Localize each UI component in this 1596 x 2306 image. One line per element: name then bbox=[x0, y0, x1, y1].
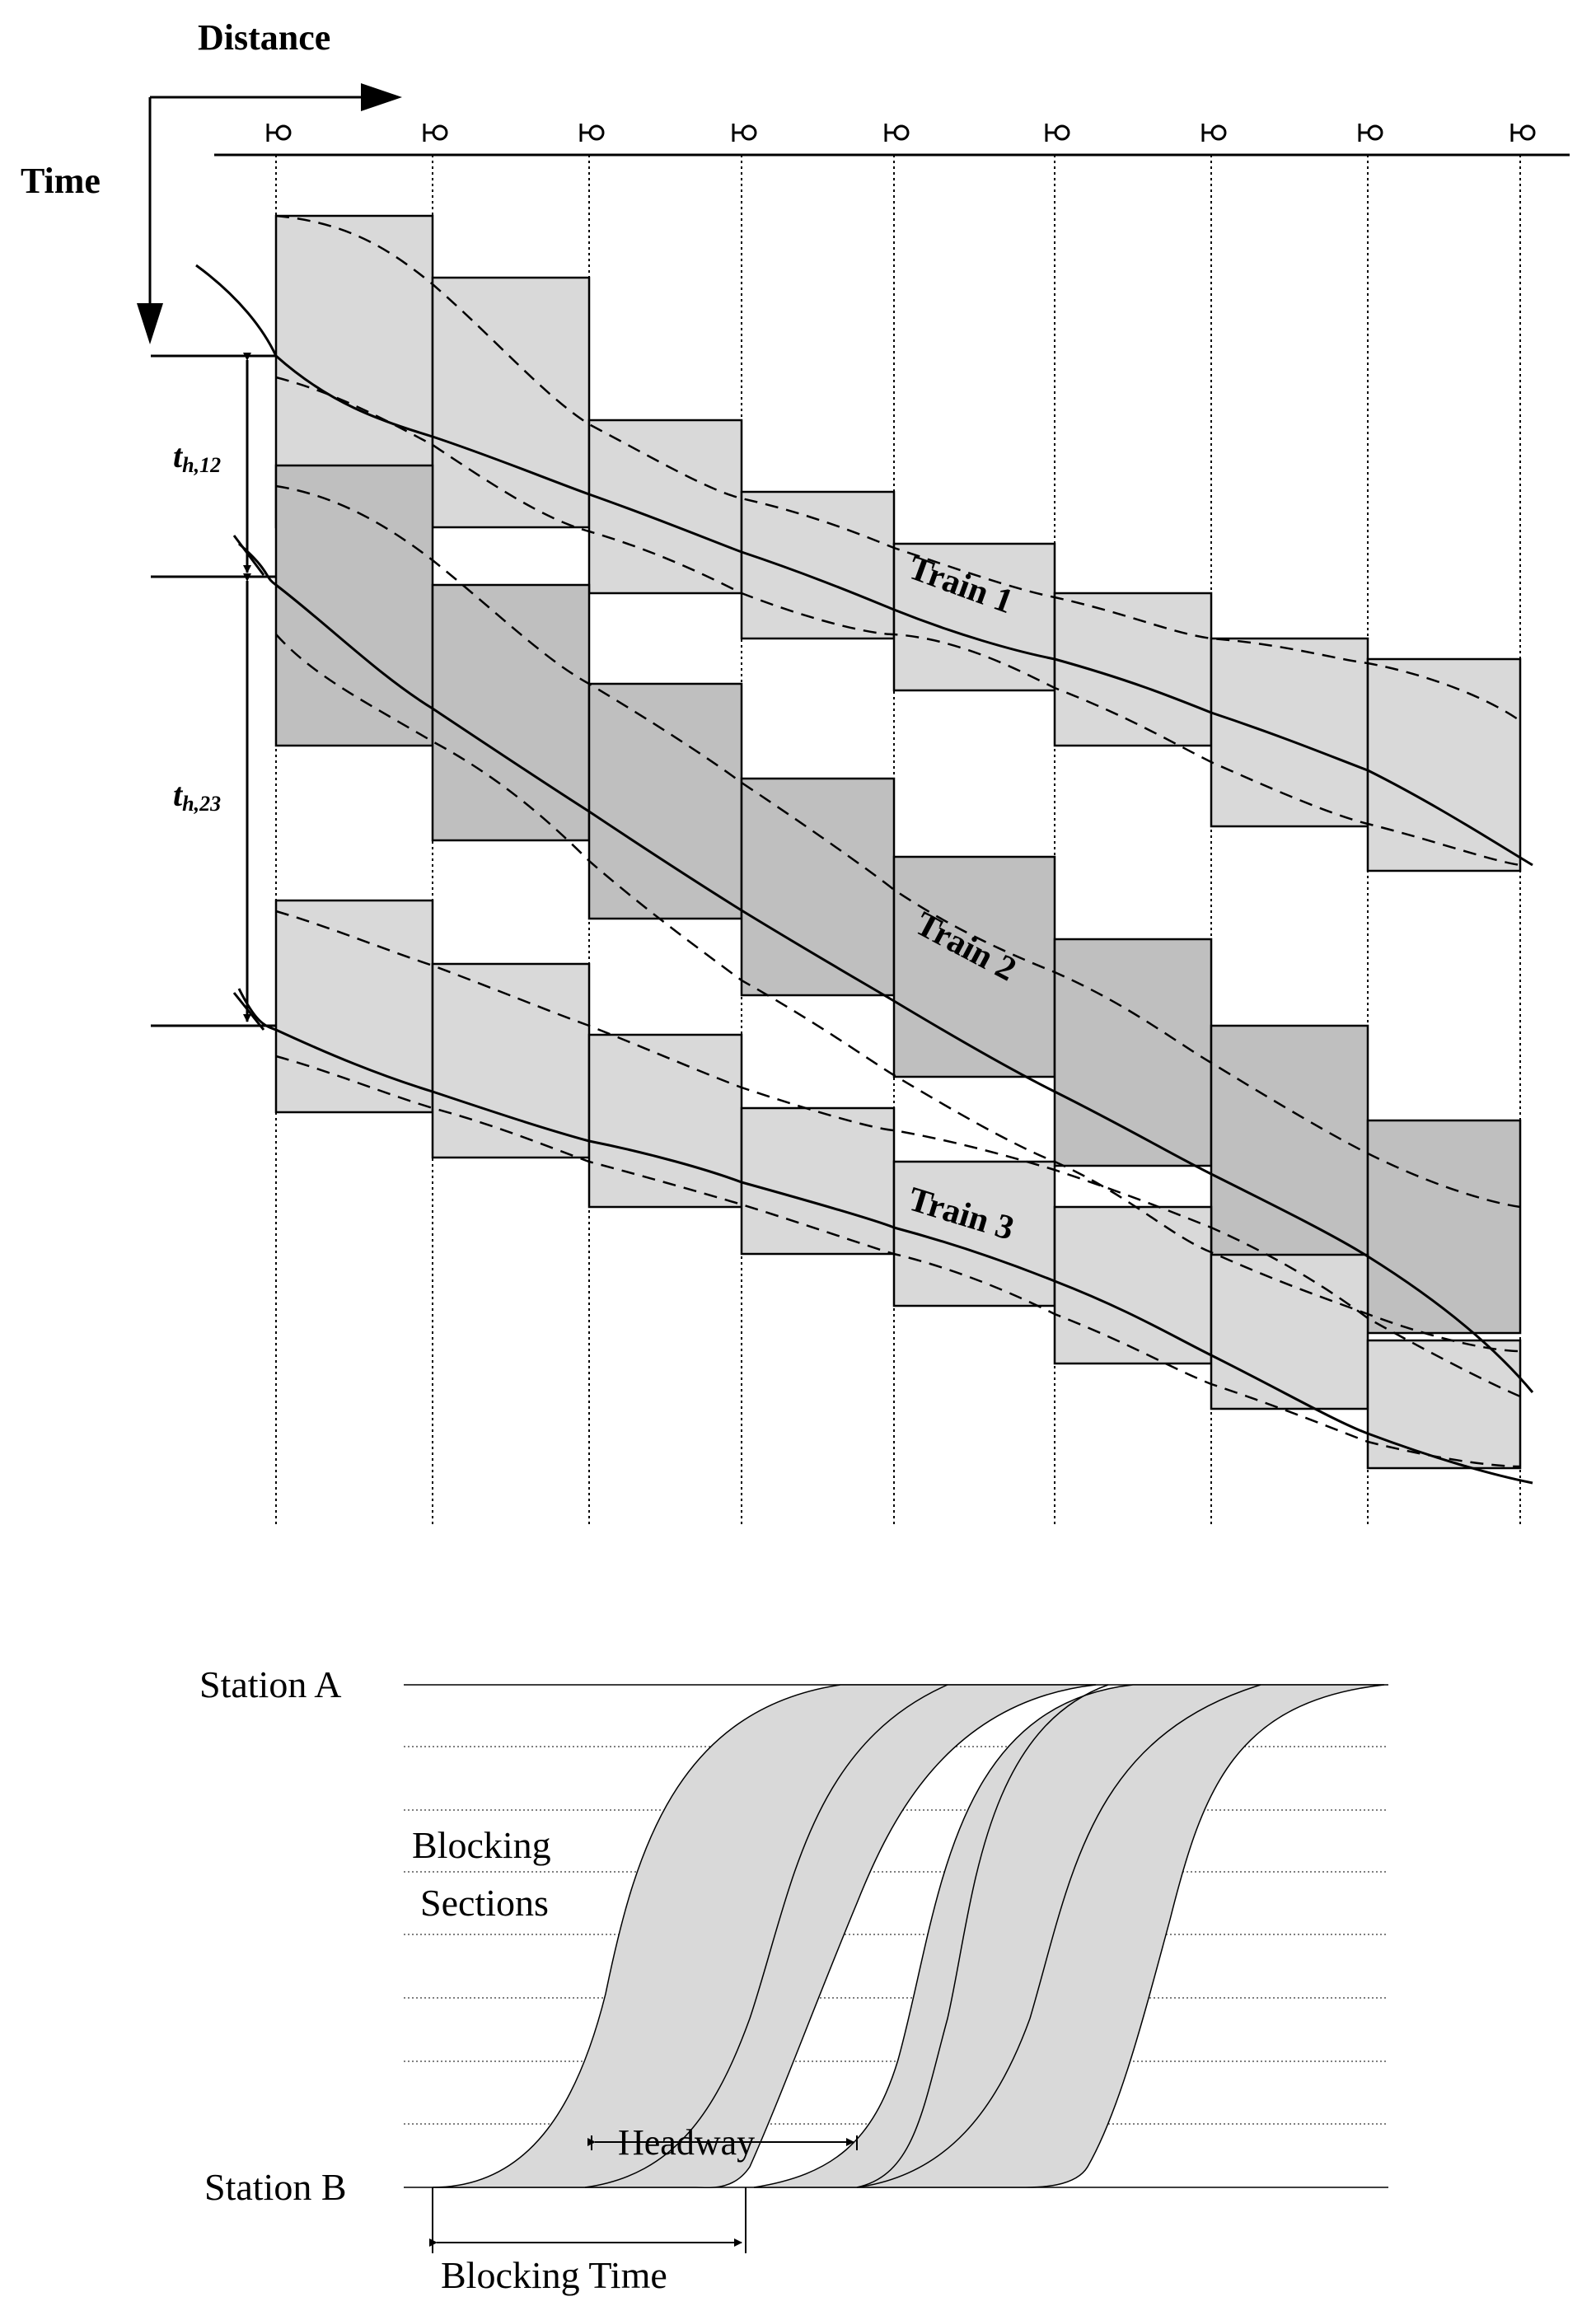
train-2-blocking-band bbox=[753, 1684, 1385, 2188]
train-3-path bbox=[237, 988, 1533, 1485]
blocking-box bbox=[892, 855, 1056, 1078]
dashed-curves bbox=[275, 214, 1521, 1468]
blocking-sections-label-line2: Sections bbox=[420, 1882, 549, 1924]
blocking-box bbox=[274, 464, 434, 747]
station-a-label: Station A bbox=[199, 1663, 342, 1705]
blocking-box bbox=[587, 1033, 743, 1209]
train-2-upper-dashed bbox=[275, 484, 1521, 1209]
blocking-box bbox=[740, 1106, 896, 1256]
dimension-arrows bbox=[429, 2135, 858, 2253]
headway-label: Headway bbox=[618, 2122, 755, 2163]
top-diagram: Distance Time bbox=[21, 17, 1570, 1524]
signal-icon bbox=[266, 124, 292, 142]
blocking-box bbox=[1053, 938, 1213, 1167]
blocking-box bbox=[740, 777, 896, 997]
time-label: Time bbox=[21, 161, 101, 201]
train-1-blocking-band bbox=[432, 1684, 1097, 2189]
headway-12-label: th,12 bbox=[173, 437, 221, 477]
blocking-box bbox=[1053, 592, 1213, 747]
train-2-lower-dashed bbox=[275, 634, 1521, 1353]
blocking-box bbox=[1210, 1253, 1369, 1410]
blocking-sections-label-line1: Blocking bbox=[412, 1824, 551, 1866]
train-3-upper-dashed bbox=[275, 910, 1521, 1398]
blocking-box bbox=[274, 899, 434, 1114]
signal-icon bbox=[423, 124, 448, 142]
blocking-box bbox=[1210, 637, 1369, 828]
blocking-box bbox=[587, 419, 743, 595]
distance-axis bbox=[137, 83, 402, 344]
train-2-inner-line bbox=[856, 1684, 1261, 2188]
blocking-box bbox=[431, 583, 591, 842]
blocking-box bbox=[1366, 657, 1522, 872]
signal-icon bbox=[1045, 124, 1070, 142]
signal-icon bbox=[884, 124, 910, 142]
train-1-boundary-line bbox=[584, 1684, 948, 2188]
signal-icon bbox=[1358, 124, 1383, 142]
blocking-box bbox=[431, 276, 591, 529]
signal-icon bbox=[732, 124, 757, 142]
train-1-path bbox=[195, 264, 1533, 867]
blocking-box bbox=[431, 962, 591, 1159]
distance-label: Distance bbox=[198, 17, 330, 58]
distance-arrow-head bbox=[361, 83, 402, 111]
train-2-leading-edge bbox=[856, 1684, 1109, 2188]
signal-icon bbox=[579, 124, 605, 142]
blocking-time-label: Blocking Time bbox=[441, 2254, 667, 2296]
signal-icon bbox=[1510, 124, 1536, 142]
train-1-upper-dashed bbox=[275, 214, 1521, 723]
blocking-box bbox=[1366, 1119, 1522, 1335]
blocking-box bbox=[740, 490, 896, 640]
blocking-box bbox=[892, 542, 1056, 692]
headway-markers bbox=[151, 353, 276, 1031]
station-b-label: Station B bbox=[204, 2166, 347, 2208]
signal-markers bbox=[266, 124, 1536, 142]
bottom-diagram: Station A Station B Blocking Sections He… bbox=[199, 1663, 1388, 2296]
train-2-path bbox=[238, 542, 1534, 1393]
blocking-box bbox=[1210, 1024, 1369, 1258]
blocking-box bbox=[1053, 1205, 1213, 1365]
train-3-lower-dashed bbox=[275, 1055, 1521, 1468]
train-paths bbox=[195, 264, 1534, 1485]
headway-23-label: th,23 bbox=[173, 776, 221, 816]
signal-icon bbox=[1201, 124, 1227, 142]
time-arrow-head bbox=[137, 303, 163, 344]
train-1-lower-dashed bbox=[275, 376, 1521, 867]
blocking-box bbox=[587, 682, 743, 920]
blocking-boxes bbox=[274, 214, 1522, 1470]
blocking-box bbox=[1366, 1339, 1522, 1470]
